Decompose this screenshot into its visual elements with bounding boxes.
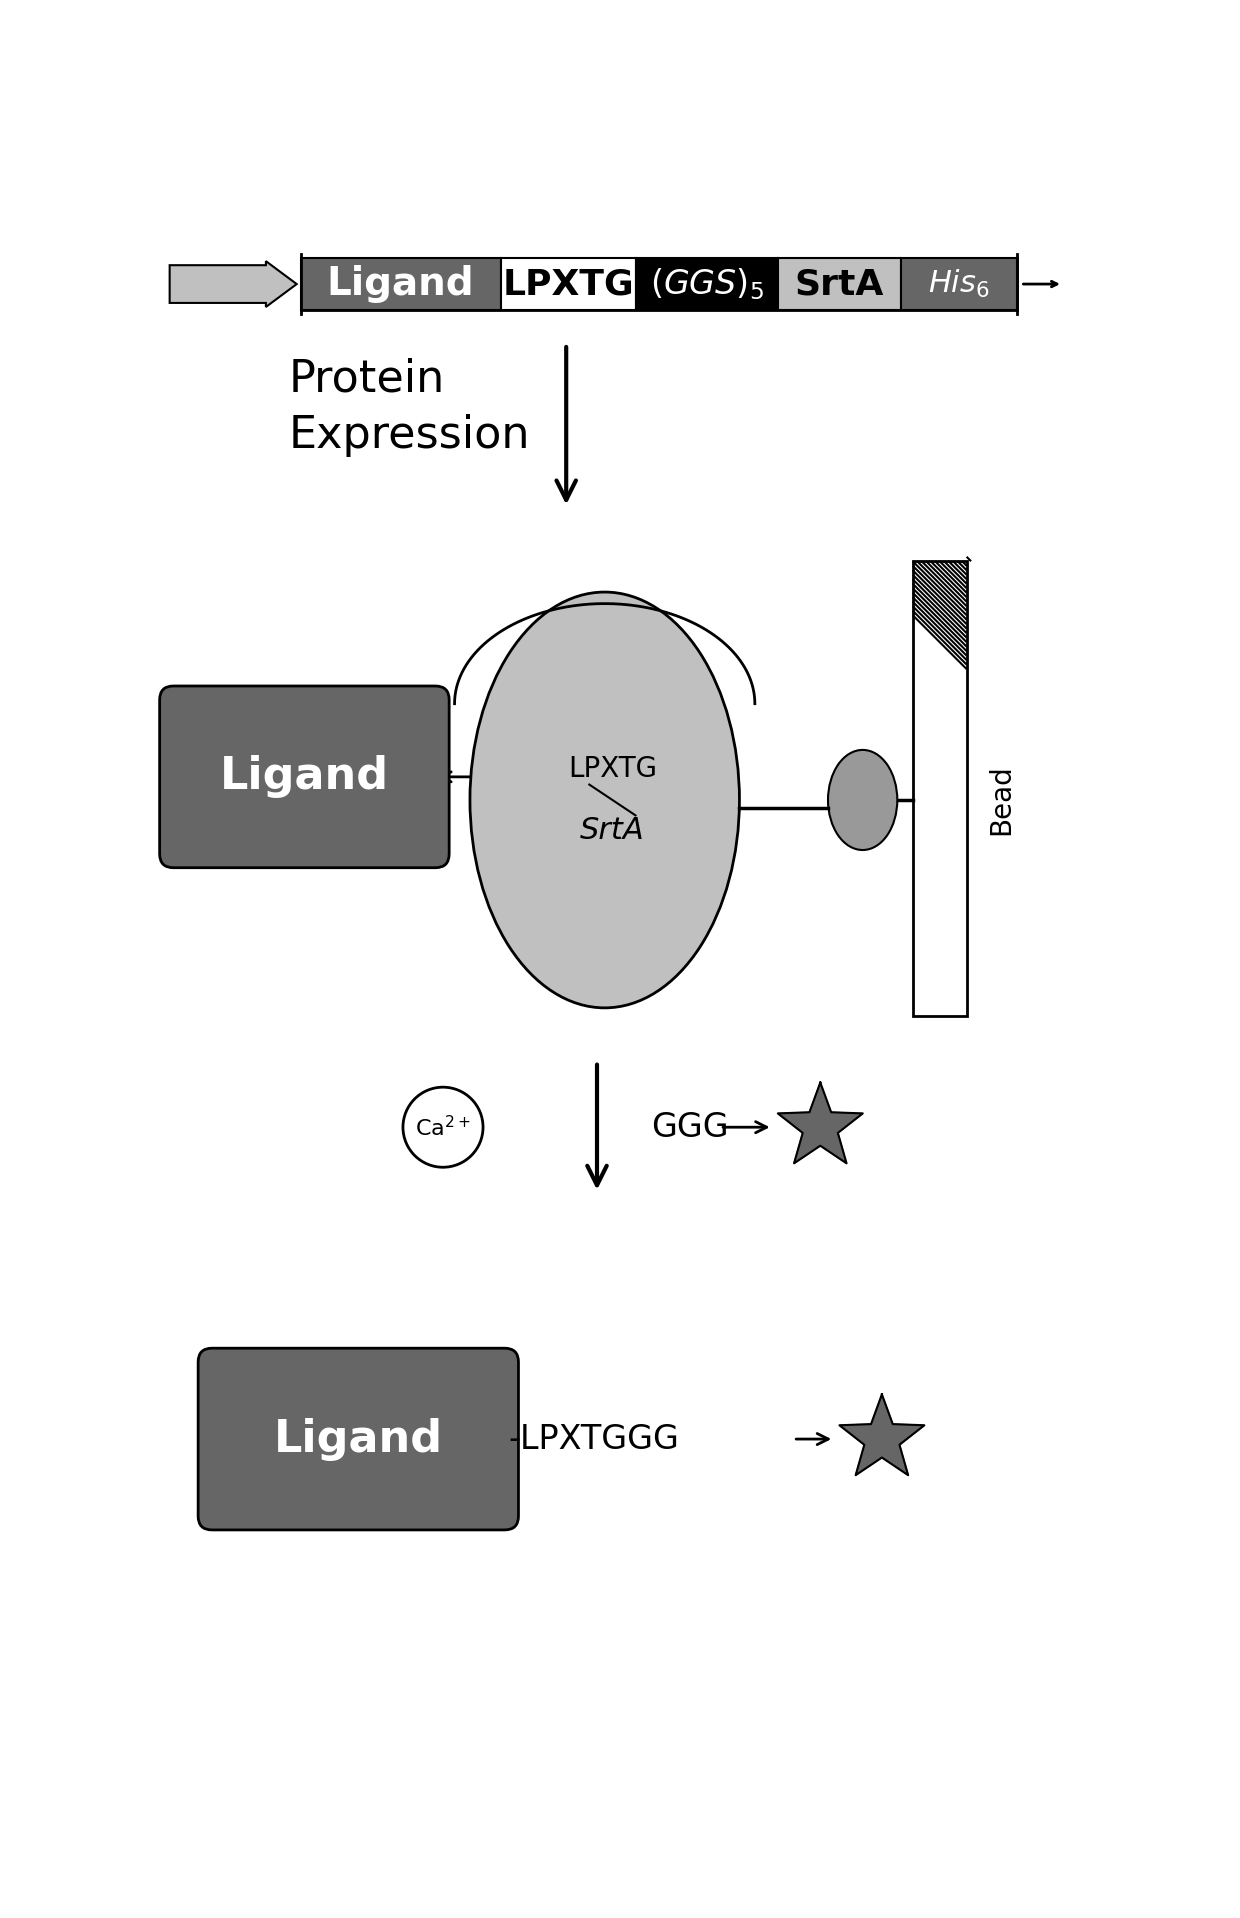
Text: LPXTG: LPXTG xyxy=(502,267,634,301)
Text: SrtA: SrtA xyxy=(580,817,645,846)
Polygon shape xyxy=(839,1394,924,1475)
Text: Bead: Bead xyxy=(987,765,1016,836)
FancyBboxPatch shape xyxy=(198,1348,518,1531)
Text: GGG: GGG xyxy=(651,1111,729,1143)
Text: Ligand: Ligand xyxy=(274,1417,443,1462)
Text: Ca$^{2+}$: Ca$^{2+}$ xyxy=(415,1114,471,1139)
Text: $His_6$: $His_6$ xyxy=(928,269,990,299)
FancyBboxPatch shape xyxy=(901,259,1017,311)
Circle shape xyxy=(403,1088,484,1168)
Ellipse shape xyxy=(828,750,898,850)
FancyBboxPatch shape xyxy=(300,259,501,311)
Text: -LPXTGGG: -LPXTGGG xyxy=(508,1423,680,1456)
FancyBboxPatch shape xyxy=(160,687,449,867)
Ellipse shape xyxy=(470,593,739,1007)
FancyBboxPatch shape xyxy=(635,259,777,311)
FancyBboxPatch shape xyxy=(777,259,901,311)
FancyBboxPatch shape xyxy=(501,259,635,311)
Text: $(GGS)_5$: $(GGS)_5$ xyxy=(650,267,764,301)
Text: Ligand: Ligand xyxy=(219,756,389,798)
FancyArrow shape xyxy=(170,261,296,307)
Text: Protein
Expression: Protein Expression xyxy=(289,357,531,456)
FancyBboxPatch shape xyxy=(300,259,1017,311)
Text: Ligand: Ligand xyxy=(327,265,475,303)
Text: LPXTG: LPXTG xyxy=(568,756,657,783)
Text: SrtA: SrtA xyxy=(795,267,884,301)
Polygon shape xyxy=(777,1082,863,1164)
FancyBboxPatch shape xyxy=(913,562,967,1015)
